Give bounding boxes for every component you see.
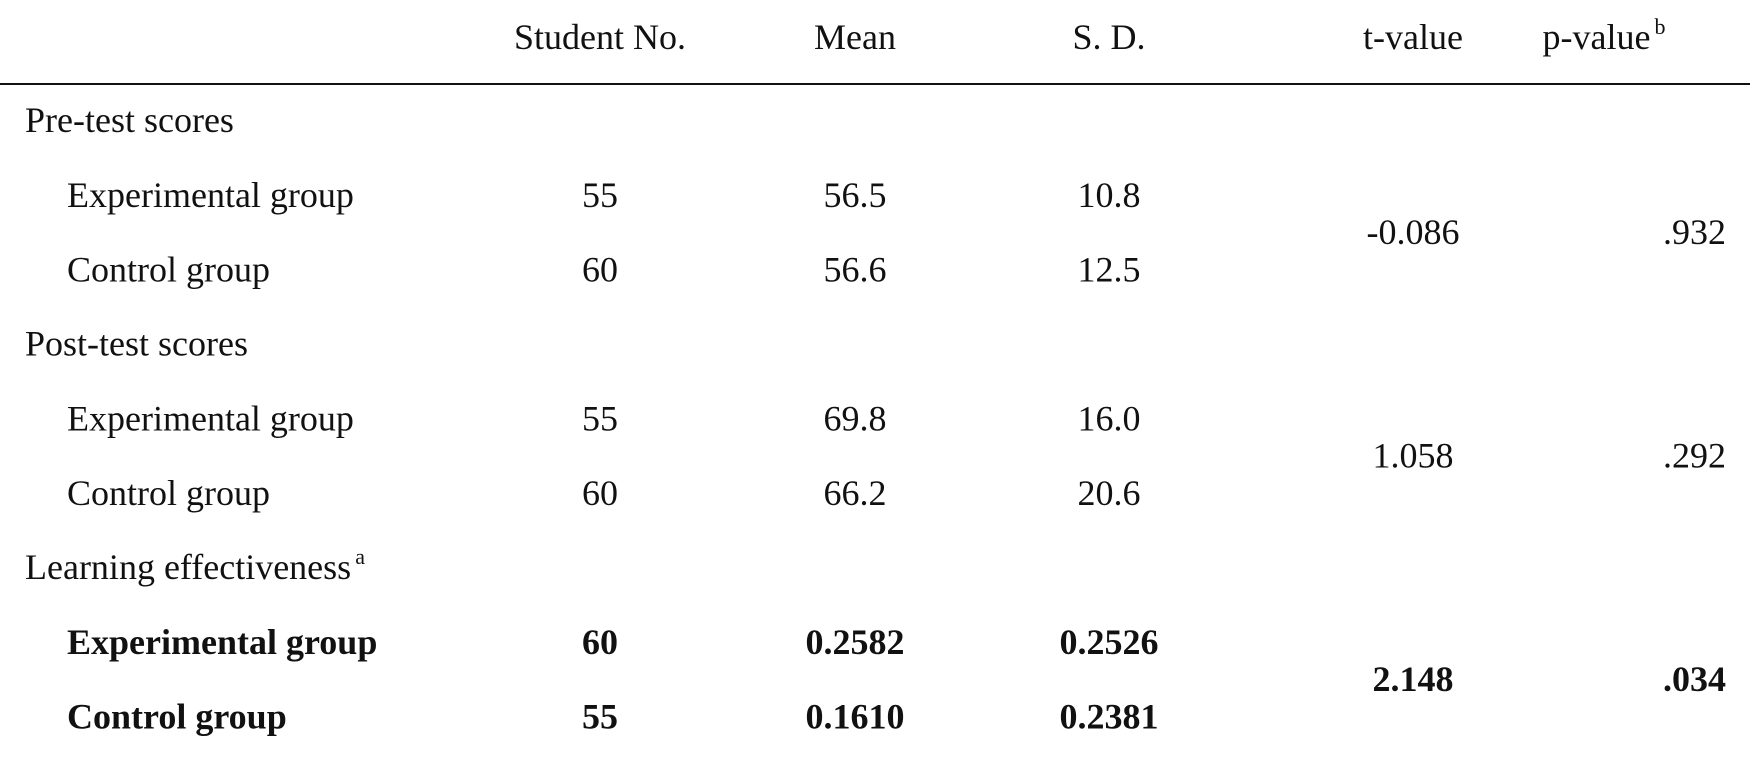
column-header: Mean [814,17,896,57]
cell: 56.5 [824,175,887,215]
column-header-sup: b [1654,14,1665,39]
cell: 0.1610 [806,696,905,736]
cell: 12.5 [1078,249,1141,289]
cell: 60 [582,249,618,289]
t-value: 2.148 [1373,659,1454,699]
cell: 0.2381 [1060,696,1159,736]
row-label: Control group [67,696,287,736]
t-value: 1.058 [1373,436,1454,476]
section-title-text: Post-test scores [25,324,248,364]
cell: 20.6 [1078,473,1141,513]
cell: 0.2582 [806,622,905,662]
column-header: Student No. [514,17,686,57]
cell: 55 [582,398,618,438]
cell: 69.8 [824,398,887,438]
cell: 56.6 [824,249,887,289]
cell: 0.2526 [1060,622,1159,662]
p-value: .034 [1663,659,1726,699]
column-header-text: S. D. [1072,17,1145,57]
column-header-text: p-value [1543,17,1651,57]
cell: 55 [582,696,618,736]
column-header: S. D. [1072,17,1145,57]
cell: 60 [582,473,618,513]
section-title: Learning effectiveness a [25,544,365,587]
column-header: p-value b [1543,14,1666,57]
p-value: .932 [1663,212,1726,252]
row-label: Experimental group [67,398,354,438]
row-label: Experimental group [67,175,354,215]
section-title: Post-test scores [25,324,248,364]
cell: 55 [582,175,618,215]
section-title-sup: a [355,544,365,569]
column-header-text: Student No. [514,17,686,57]
row-label: Control group [67,249,270,289]
cell: 60 [582,622,618,662]
p-value: .292 [1663,436,1726,476]
column-header-text: t-value [1363,17,1463,57]
row-label: Experimental group [67,622,377,662]
t-value: -0.086 [1367,212,1460,252]
row-label: Control group [67,473,270,513]
column-header: t-value [1363,17,1463,57]
section-title-text: Learning effectiveness [25,547,351,587]
cell: 10.8 [1078,175,1141,215]
cell: 66.2 [824,473,887,513]
cell: 16.0 [1078,398,1141,438]
section-title: Pre-test scores [25,100,234,140]
column-header-text: Mean [814,17,896,57]
section-title-text: Pre-test scores [25,100,234,140]
